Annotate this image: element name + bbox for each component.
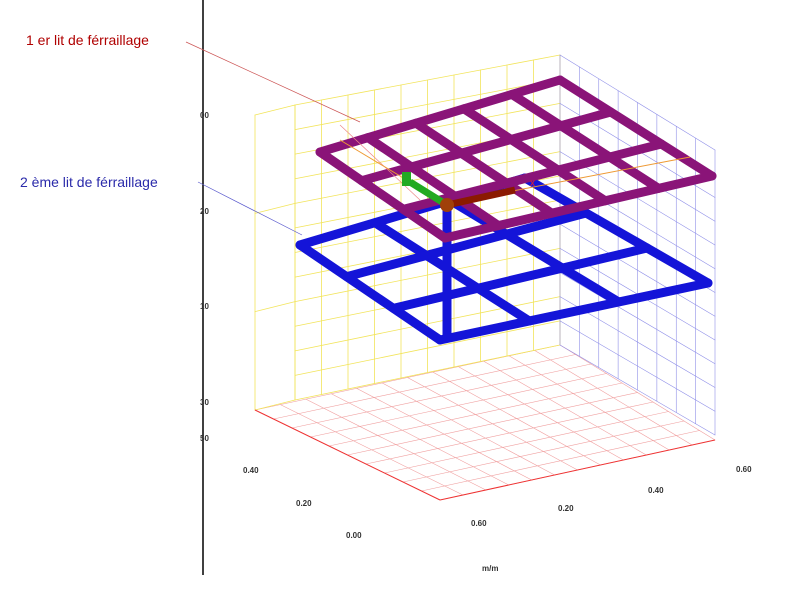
tick-label: 0.60: [471, 519, 487, 528]
annotation: 2 ème lit de férraillage: [20, 174, 158, 190]
tick-label: 0.60: [736, 465, 752, 474]
floor-grid: [384, 411, 669, 474]
unit-label: m/m: [482, 564, 498, 573]
wall-grid: [294, 78, 561, 130]
rebar: [342, 208, 591, 282]
floor-grid: [421, 430, 700, 492]
wall-grid: [559, 272, 716, 365]
rebar: [315, 75, 565, 157]
floor-grid: [365, 401, 654, 465]
rebar: [411, 118, 557, 218]
rebars: [295, 75, 717, 345]
tick-label: 10: [200, 302, 209, 311]
gizmo: x: [402, 172, 535, 212]
axis-edge: [439, 439, 716, 501]
tick-label: 50: [200, 434, 209, 443]
rebar: [370, 218, 534, 326]
rebar: [295, 240, 445, 345]
wall-grid: [294, 320, 561, 376]
rebar: [315, 147, 450, 243]
tick-label: 0.40: [648, 486, 664, 495]
rebar: [520, 173, 713, 288]
wall-grid: [559, 344, 716, 436]
rebar: [363, 133, 503, 231]
tick-label: 00: [200, 111, 209, 120]
rebar: [357, 107, 616, 186]
wall-grid: [559, 223, 716, 317]
wall-grid: [294, 344, 561, 401]
annotation: 1 er lit de férraillage: [26, 32, 149, 48]
wall-grid: [294, 54, 561, 106]
floor-grid: [328, 382, 623, 447]
rebar: [440, 171, 717, 243]
wall-grid: [294, 247, 561, 303]
rebar: [459, 104, 610, 206]
tick-label: 0.40: [243, 466, 259, 475]
wall-grid: [254, 399, 296, 411]
wall-grid: [254, 202, 296, 214]
tick-label: 0.20: [296, 499, 312, 508]
wall-grid: [294, 296, 561, 352]
rebar: [435, 278, 713, 345]
tick-label: 20: [200, 207, 209, 216]
floor-grid: [347, 392, 638, 456]
rebar: [555, 75, 717, 181]
wall-grid: [559, 54, 716, 151]
wall-grid: [254, 104, 296, 116]
svg-text:x: x: [530, 178, 535, 189]
floor-grid: [273, 354, 576, 420]
floor-grid: [310, 373, 607, 438]
wall-grid: [254, 301, 296, 313]
wall-grid: [559, 320, 716, 412]
rebar: [388, 243, 652, 313]
axis-edge: [254, 409, 441, 501]
rebar: [507, 89, 664, 193]
tick-label: 0.20: [558, 504, 574, 513]
tick-label: 30: [200, 398, 209, 407]
floor-grid: [291, 363, 592, 429]
tick-label: 0.00: [346, 531, 362, 540]
floor-grid: [402, 420, 685, 483]
